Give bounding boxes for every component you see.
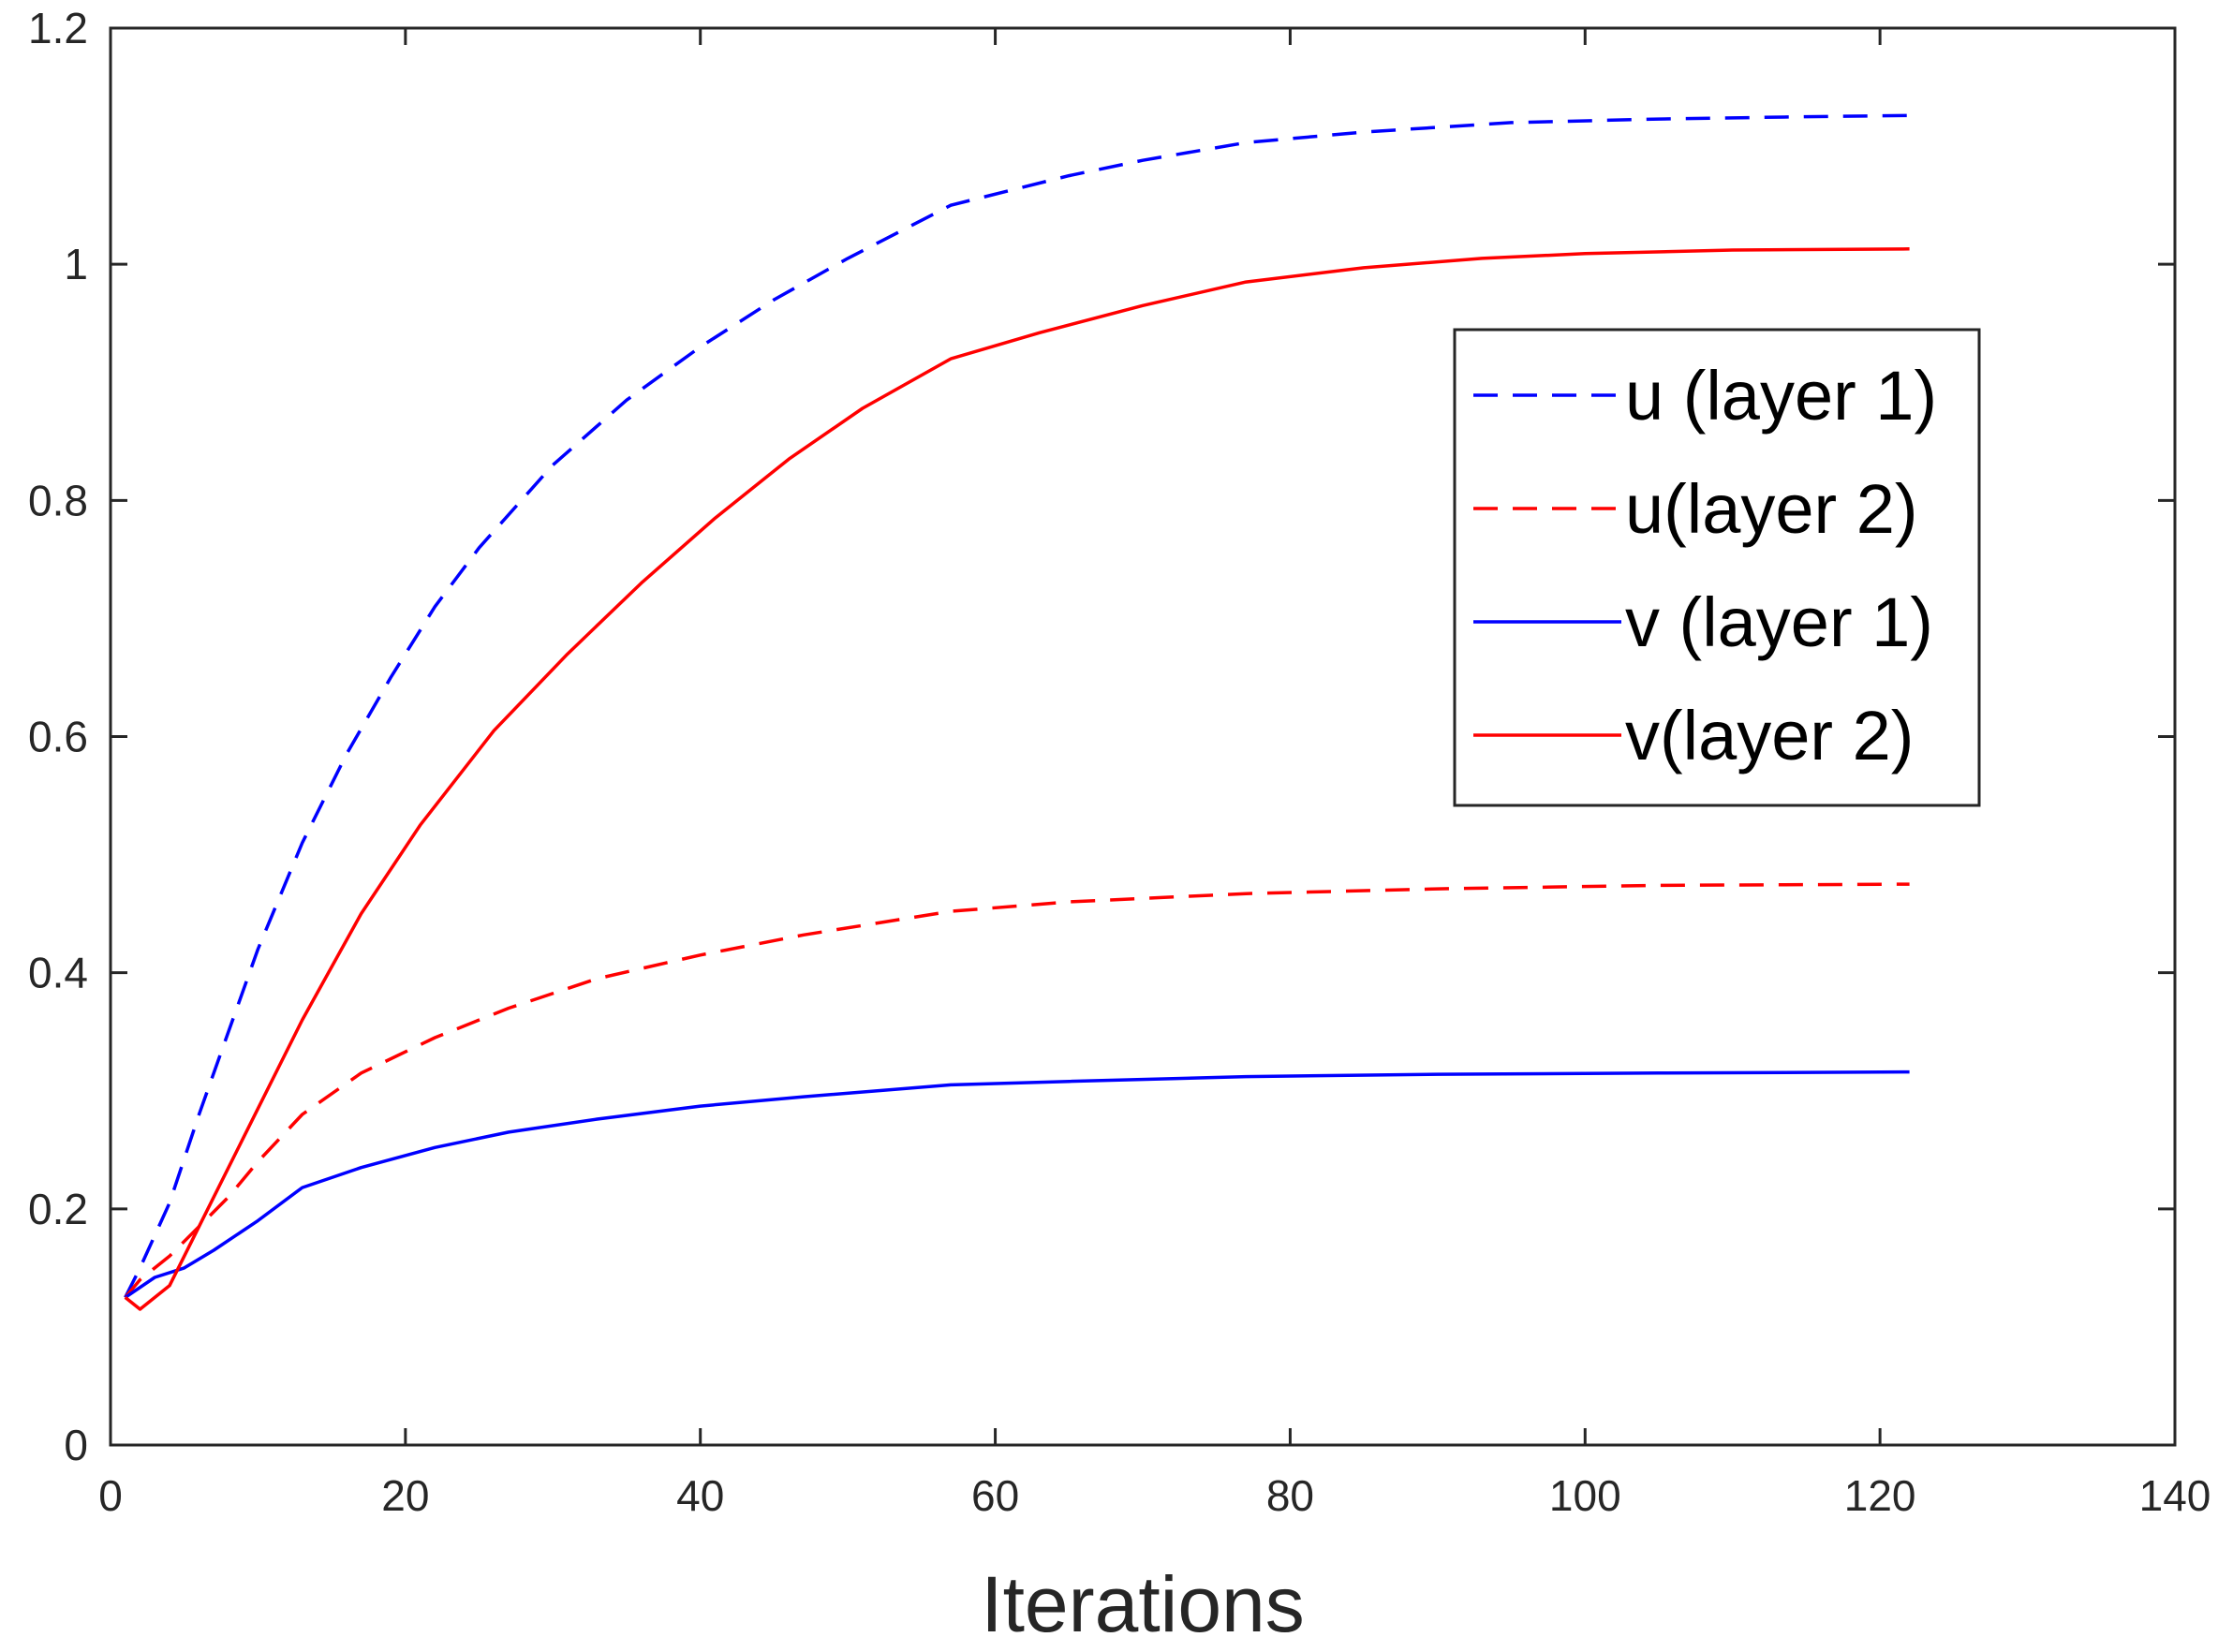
x-axis-title: Iterations — [981, 1560, 1305, 1648]
x-tick-label: 140 — [2139, 1471, 2211, 1520]
legend-label: v(layer 2) — [1625, 697, 1914, 774]
legend-label: v (layer 1) — [1625, 583, 1933, 661]
x-tick-label: 20 — [381, 1471, 429, 1520]
tick-labels: 0 20 40 60 80 100 120 140 0 0.2 0.4 0.6 0.8 1 1.2 — [28, 4, 2211, 1520]
x-tick-label: 100 — [1549, 1471, 1621, 1520]
x-tick-label: 80 — [1266, 1471, 1314, 1520]
legend-box — [1453, 328, 1981, 807]
y-tick-label: 1.2 — [28, 4, 88, 52]
x-tick-label: 0 — [98, 1471, 123, 1520]
x-tick-label: 120 — [1844, 1471, 1916, 1520]
x-tick-label: 60 — [971, 1471, 1019, 1520]
y-tick-label: 0.8 — [28, 476, 88, 524]
x-tick-label: 40 — [676, 1471, 724, 1520]
series-lines — [124, 113, 1910, 1311]
legend: u (layer 1) u(layer 2) v (layer 1) v(layer … — [1453, 328, 1981, 807]
axis-ticks — [109, 26, 2177, 1447]
series-line-1 — [124, 113, 1910, 1299]
y-tick-label: 1 — [64, 240, 88, 288]
series-line-3 — [124, 1069, 1910, 1299]
y-tick-label: 0 — [64, 1421, 88, 1469]
legend-label: u (layer 1) — [1625, 357, 1937, 435]
legend-label: u(layer 2) — [1625, 470, 1918, 548]
y-tick-label: 0.6 — [28, 713, 88, 761]
y-tick-label: 0.2 — [28, 1185, 88, 1233]
y-tick-label: 0.4 — [28, 949, 88, 997]
series-line-4 — [124, 247, 1910, 1311]
